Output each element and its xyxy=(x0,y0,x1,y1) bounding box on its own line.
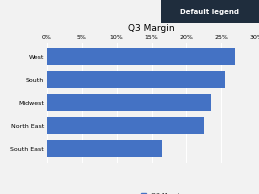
Bar xyxy=(47,71,225,88)
Legend: Q3 Margin: Q3 Margin xyxy=(141,193,183,194)
Bar xyxy=(47,48,235,65)
Bar xyxy=(47,140,162,158)
Bar xyxy=(47,117,204,134)
Title: Q3 Margin: Q3 Margin xyxy=(128,24,175,33)
Text: Default legend: Default legend xyxy=(180,9,239,15)
Bar xyxy=(47,94,211,111)
